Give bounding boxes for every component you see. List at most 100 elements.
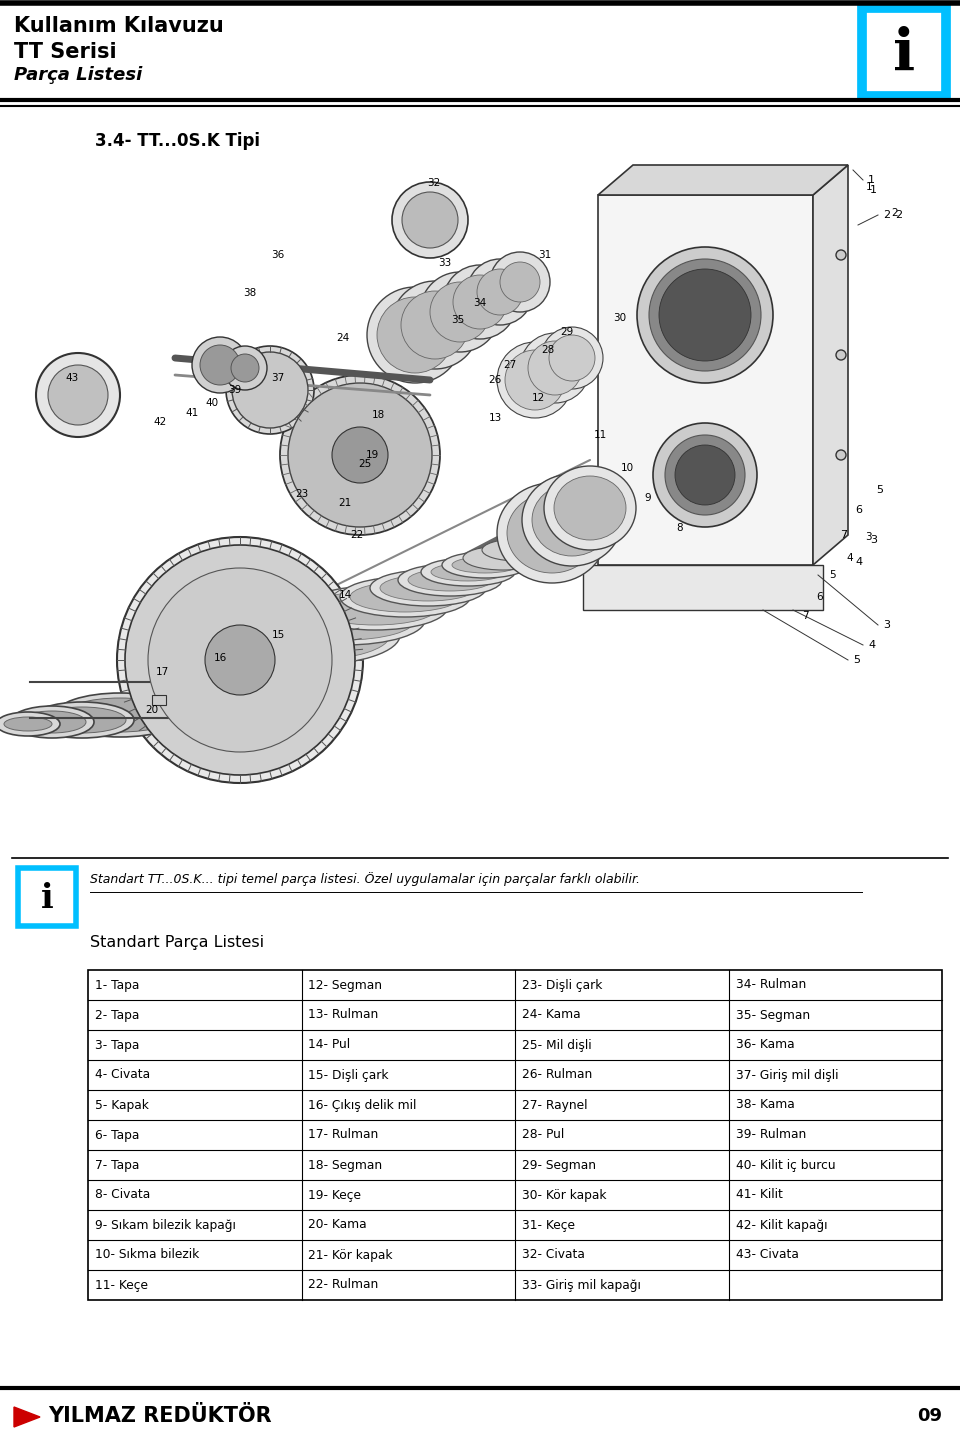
Text: 8: 8 — [677, 522, 684, 532]
Text: 2- Tapa: 2- Tapa — [95, 1009, 139, 1022]
Text: 23: 23 — [296, 489, 308, 499]
Ellipse shape — [275, 600, 415, 640]
Circle shape — [392, 182, 468, 258]
Circle shape — [377, 298, 453, 373]
Circle shape — [200, 345, 240, 385]
Text: 32- Civata: 32- Civata — [522, 1248, 585, 1262]
Text: 40- Kilit iç burcu: 40- Kilit iç burcu — [735, 1159, 835, 1172]
Text: 41: 41 — [185, 408, 199, 418]
Text: Kullanım Kılavuzu: Kullanım Kılavuzu — [14, 16, 224, 36]
Circle shape — [36, 353, 120, 436]
Text: 6: 6 — [817, 592, 824, 602]
Circle shape — [500, 262, 540, 302]
Polygon shape — [598, 165, 848, 195]
Ellipse shape — [4, 717, 52, 731]
Circle shape — [288, 384, 432, 527]
Ellipse shape — [265, 595, 425, 645]
Text: 26- Rulman: 26- Rulman — [522, 1069, 592, 1082]
Circle shape — [649, 259, 761, 371]
Polygon shape — [14, 1407, 40, 1427]
Text: 30- Kör kapak: 30- Kör kapak — [522, 1189, 607, 1202]
Text: 39: 39 — [228, 385, 242, 395]
Circle shape — [443, 265, 517, 339]
Text: 42- Kilit kapağı: 42- Kilit kapağı — [735, 1219, 827, 1232]
Text: 28- Pul: 28- Pul — [522, 1129, 564, 1142]
Circle shape — [505, 351, 565, 411]
Text: 18: 18 — [372, 411, 385, 421]
Text: 20: 20 — [145, 705, 158, 716]
Text: 5: 5 — [829, 570, 836, 580]
Circle shape — [490, 252, 550, 312]
Ellipse shape — [55, 693, 185, 737]
Text: 3.4- TT...0S.K Tipi: 3.4- TT...0S.K Tipi — [95, 132, 260, 150]
Text: 25- Mil dişli: 25- Mil dişli — [522, 1039, 591, 1052]
Text: 9- Sıkam bilezik kapağı: 9- Sıkam bilezik kapağı — [95, 1219, 236, 1232]
Ellipse shape — [38, 707, 126, 733]
Text: 42: 42 — [154, 416, 167, 426]
Circle shape — [48, 365, 108, 425]
Text: 33: 33 — [439, 258, 451, 268]
Text: 1- Tapa: 1- Tapa — [95, 979, 139, 992]
Text: 6- Tapa: 6- Tapa — [95, 1129, 139, 1142]
Text: 39- Rulman: 39- Rulman — [735, 1129, 805, 1142]
Ellipse shape — [500, 532, 564, 552]
Text: 16- Çıkış delik mil: 16- Çıkış delik mil — [308, 1099, 417, 1112]
Polygon shape — [152, 695, 166, 705]
Text: 14- Pul: 14- Pul — [308, 1039, 350, 1052]
Circle shape — [675, 445, 735, 505]
Text: 33- Giriş mil kapağı: 33- Giriş mil kapağı — [522, 1278, 641, 1292]
Ellipse shape — [30, 703, 134, 738]
Text: i: i — [893, 26, 915, 82]
Text: 2: 2 — [883, 210, 890, 220]
Text: 16: 16 — [213, 653, 227, 663]
Text: 3: 3 — [883, 620, 890, 630]
Text: 19: 19 — [366, 449, 378, 459]
Circle shape — [836, 250, 846, 260]
Text: 18- Segman: 18- Segman — [308, 1159, 383, 1172]
Circle shape — [402, 192, 458, 248]
Ellipse shape — [482, 539, 554, 561]
Text: 1: 1 — [866, 182, 873, 192]
Bar — [88, 970, 942, 1299]
Text: 27- Raynel: 27- Raynel — [522, 1099, 588, 1112]
Text: Standart TT...0S.K... tipi temel parça listesi. Özel uygulamalar için parçalar f: Standart TT...0S.K... tipi temel parça l… — [90, 871, 640, 886]
Text: 40: 40 — [205, 398, 219, 408]
Circle shape — [280, 375, 440, 535]
Text: 34- Rulman: 34- Rulman — [735, 979, 805, 992]
Ellipse shape — [544, 467, 636, 550]
Text: 32: 32 — [427, 177, 441, 187]
Ellipse shape — [63, 698, 177, 733]
Polygon shape — [598, 195, 813, 565]
Ellipse shape — [442, 552, 528, 578]
Text: 29- Segman: 29- Segman — [522, 1159, 596, 1172]
Text: 28: 28 — [541, 345, 555, 355]
Ellipse shape — [554, 477, 626, 539]
Text: 7- Tapa: 7- Tapa — [95, 1159, 139, 1172]
Text: 13- Rulman: 13- Rulman — [308, 1009, 379, 1022]
Text: 27: 27 — [503, 361, 516, 371]
Text: 4: 4 — [868, 640, 876, 650]
Circle shape — [232, 352, 308, 428]
Text: 24: 24 — [336, 333, 349, 343]
Text: 30: 30 — [613, 313, 627, 323]
Text: 2: 2 — [892, 207, 899, 218]
Text: Standart Parça Listesi: Standart Parça Listesi — [90, 934, 264, 950]
Circle shape — [836, 449, 846, 459]
Ellipse shape — [532, 484, 612, 557]
Ellipse shape — [18, 711, 86, 733]
Circle shape — [391, 280, 479, 369]
Ellipse shape — [497, 484, 607, 582]
Text: 19- Keçe: 19- Keçe — [308, 1189, 362, 1202]
Text: 31: 31 — [539, 250, 552, 260]
Text: 4: 4 — [855, 557, 862, 567]
Text: 21: 21 — [338, 498, 351, 508]
Circle shape — [520, 333, 590, 404]
Text: 12- Segman: 12- Segman — [308, 979, 382, 992]
Ellipse shape — [10, 705, 94, 738]
Ellipse shape — [463, 547, 543, 570]
Text: i: i — [40, 883, 54, 916]
Ellipse shape — [380, 575, 476, 601]
Text: 4- Civata: 4- Civata — [95, 1069, 150, 1082]
Circle shape — [223, 346, 267, 391]
Ellipse shape — [507, 494, 597, 572]
